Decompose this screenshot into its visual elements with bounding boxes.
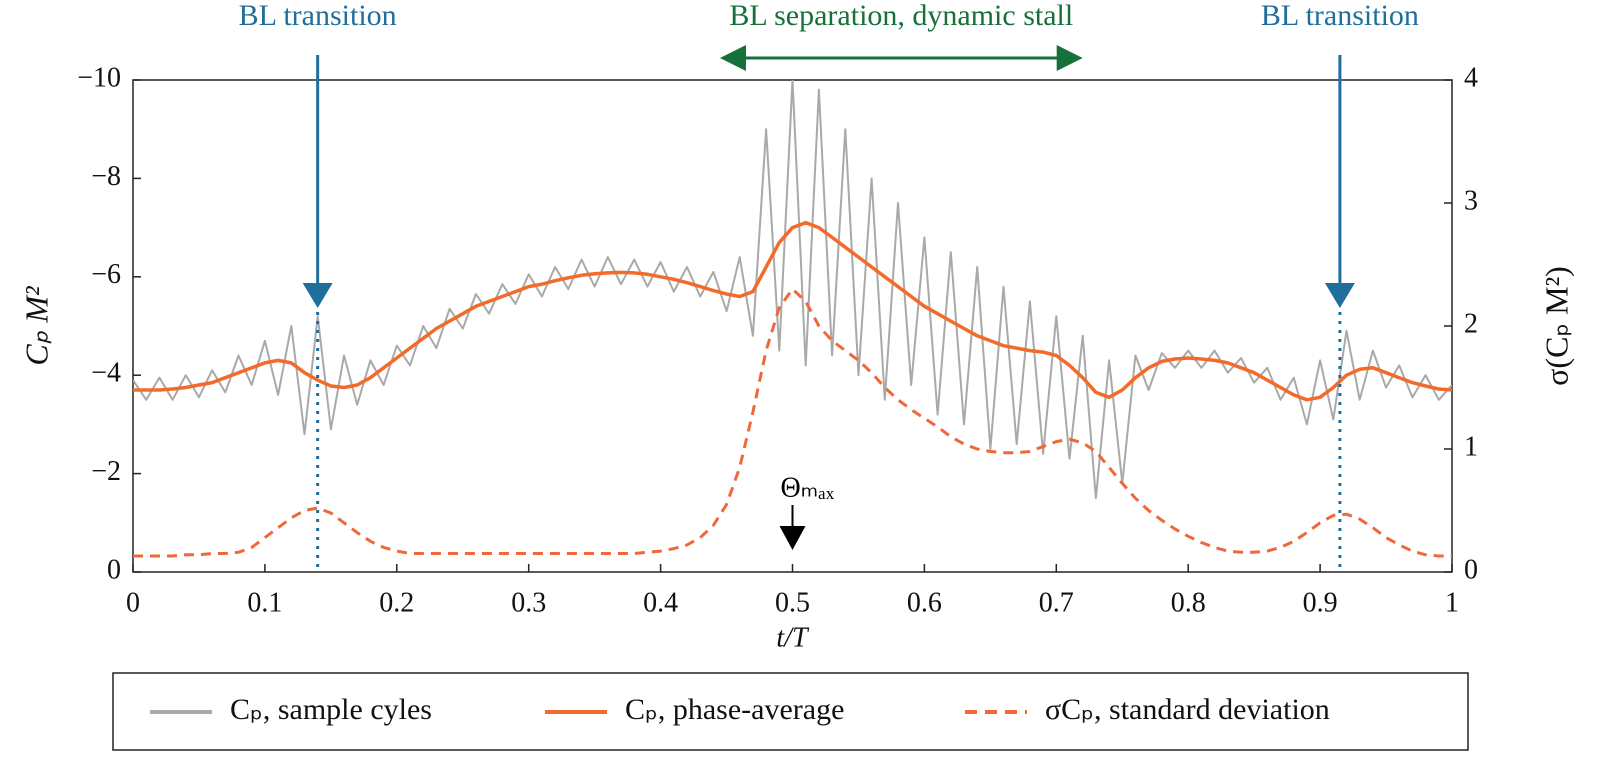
x-tick-label: 0.7 [1039,587,1074,618]
x-tick-label: 0.3 [511,587,546,618]
annotation-arrowhead [1324,283,1355,308]
annotation-arrowhead [302,283,333,308]
y2-tick-label: 3 [1464,185,1478,216]
x-tick-label: 0.1 [247,587,282,618]
plot-lines [133,80,1452,558]
series-line [133,80,1452,500]
annotation-arrowhead [1056,45,1083,71]
y2-axis-label: σ(Cₚ M²) [1538,266,1574,386]
legend-label: Cₚ, phase-average [625,693,844,726]
y2-tick-label: 0 [1464,554,1478,585]
x-tick-label: 0.4 [643,587,678,618]
x-tick-label: 1 [1445,587,1459,618]
y-tick-label: −10 [77,62,121,93]
legend: Cₚ, sample cyles Cₚ, phase-average σCₚ, st… [150,693,1330,726]
x-tick-label: 0 [126,587,140,618]
x-axis-label: t/T [776,622,810,653]
legend-label: σCₚ, standard deviation [1045,693,1330,726]
y-tick-label: −6 [91,259,121,290]
annotation-text: BL separation, dynamic stall [729,0,1073,32]
x-tick-label: 0.8 [1171,587,1206,618]
annotation-text: BL transition [1261,0,1419,32]
y2-tick-label: 4 [1464,62,1478,93]
y-tick-label: 0 [107,554,121,585]
annotation-text: Θₘₐₓ [781,472,835,503]
y2-tick-label: 1 [1464,431,1478,462]
y-tick-label: −8 [91,161,121,192]
x-tick-label: 0.2 [379,587,414,618]
legend-box [112,672,1469,751]
y-tick-label: −2 [91,456,121,487]
annotation-arrowhead [779,526,806,550]
annotation-text: BL transition [239,0,397,32]
x-tick-label: 0.6 [907,587,942,618]
y-axis-label: Cₚ M² [18,285,54,366]
annotation-arrowhead [719,45,746,71]
series-line [133,220,1452,402]
y-tick-label: −4 [91,358,121,389]
x-tick-label: 0.9 [1303,587,1338,618]
series-line [133,287,1452,558]
y2-tick-label: 2 [1464,308,1478,339]
x-tick-label: 0.5 [775,587,810,618]
legend-label: Cₚ, sample cyles [230,693,432,726]
